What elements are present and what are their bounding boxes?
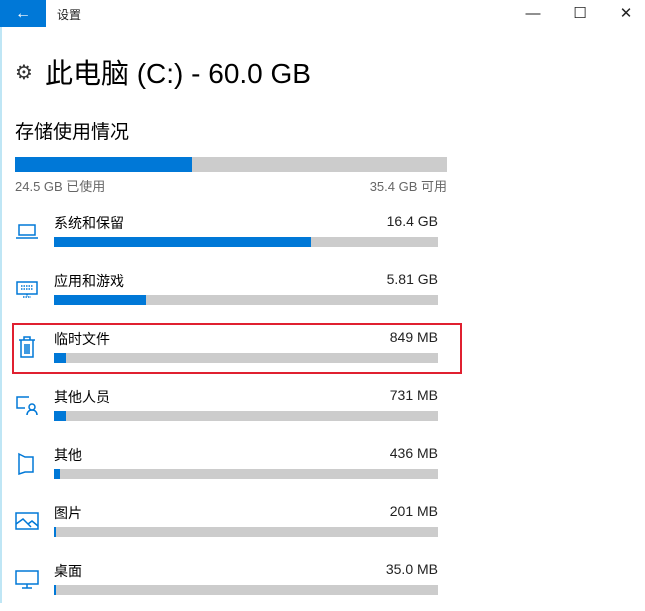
category-label: 临时文件 [54,331,110,347]
highlight-box [12,323,462,374]
storage-usage-bar [15,157,447,172]
category-size: 849 MB [389,329,438,345]
monitor-icon [15,567,39,591]
maximize-button[interactable]: ☐ [573,5,587,22]
arrow-left-icon: ← [15,4,31,22]
storage-category-5[interactable]: 图片 201 MB [15,503,438,553]
section-heading: 存储使用情况 [15,122,130,143]
gear-icon: ⚙ [15,61,33,84]
folder-map-icon [15,451,39,476]
category-usage-bar [54,237,438,247]
category-usage-fill [54,411,66,421]
laptop-icon [15,219,39,243]
storage-category-4[interactable]: 其他 436 MB [15,445,438,495]
category-usage-fill [54,295,147,305]
category-label: 桌面 [54,563,82,579]
category-label: 应用和游戏 [54,273,124,289]
category-size: 16.4 GB [386,213,438,229]
free-label: 35.4 GB 可用 [369,179,447,194]
category-usage-bar [54,527,438,537]
window-border [0,0,2,603]
user-monitor-icon [15,393,39,417]
storage-category-6[interactable]: 桌面 35.0 MB [15,561,438,611]
minimize-button[interactable]: — [525,4,541,22]
category-usage-bar [54,353,438,363]
category-size: 731 MB [389,387,438,403]
storage-used-fill [15,157,193,172]
category-usage-bar [54,585,438,595]
window-title: 设置 [57,8,82,22]
used-label: 24.5 GB 已使用 [15,179,106,194]
category-usage-bar [54,411,438,421]
category-label: 系统和保留 [54,215,124,231]
category-size: 5.81 GB [386,271,438,287]
category-label: 其他 [54,447,82,463]
picture-icon [15,509,39,533]
keyboard-monitor-icon [15,277,39,301]
page-title: 此电脑 (C:) - 60.0 GB [44,58,311,89]
trash-icon [15,335,39,359]
category-size: 436 MB [389,445,438,461]
storage-category-3[interactable]: 其他人员 731 MB [15,387,438,437]
page-header: ⚙ 此电脑 (C:) - 60.0 GB [15,52,311,92]
category-label: 其他人员 [54,389,110,405]
category-label: 图片 [54,505,82,521]
category-size: 35.0 MB [385,561,438,577]
category-usage-fill [54,469,61,479]
category-usage-fill [54,237,312,247]
back-button[interactable]: ← [0,0,46,27]
storage-category-2[interactable]: 临时文件 849 MB [15,329,438,379]
close-button[interactable]: ✕ [619,5,633,22]
category-usage-bar [54,469,438,479]
category-usage-fill [54,585,56,595]
category-usage-fill [54,527,57,537]
category-usage-bar [54,295,438,305]
storage-category-1[interactable]: 应用和游戏 5.81 GB [15,271,438,321]
category-usage-fill [54,353,67,363]
storage-category-0[interactable]: 系统和保留 16.4 GB [15,213,438,263]
category-size: 201 MB [389,503,438,519]
